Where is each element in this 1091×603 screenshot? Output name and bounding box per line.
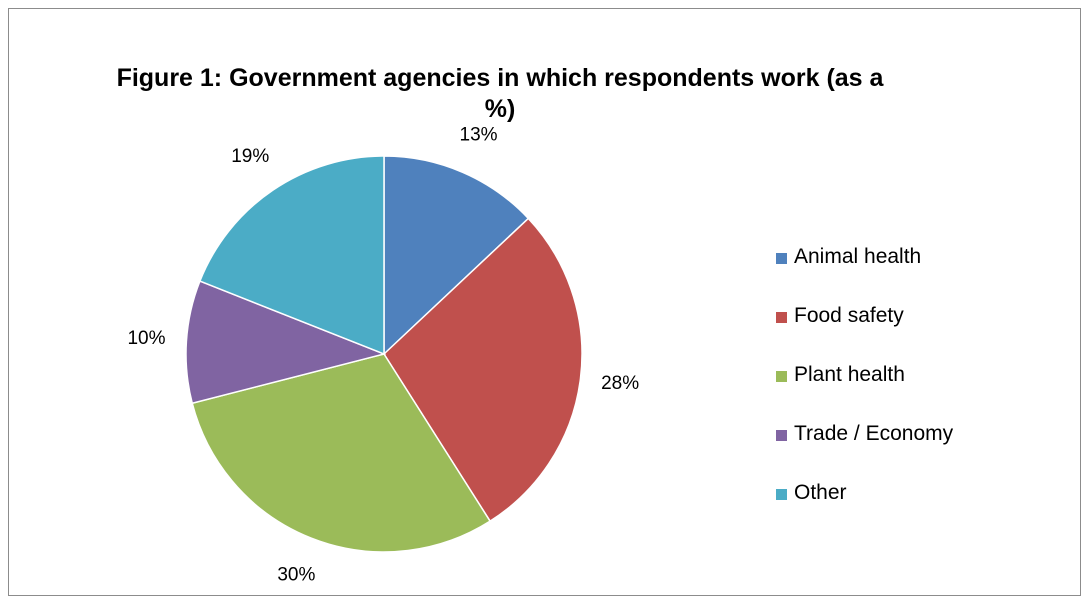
pie-slice-animal-health	[383, 155, 530, 356]
legend-label: Trade / Economy	[794, 422, 954, 445]
pie-slice-plant-health	[191, 353, 492, 553]
legend-swatch	[776, 489, 787, 500]
legend-item-animal-health: Animal health	[776, 245, 953, 304]
legend-label: Food safety	[794, 304, 904, 327]
data-label-other: 19%	[231, 146, 269, 167]
chart-legend: Animal health Food safety Plant health T…	[776, 245, 953, 540]
legend-swatch	[776, 371, 787, 382]
legend-item-trade-economy: Trade / Economy	[776, 422, 953, 481]
pie-slice-food-safety	[383, 217, 583, 523]
legend-item-other: Other	[776, 481, 953, 540]
data-label-trade-economy: 10%	[127, 328, 165, 349]
legend-item-plant-health: Plant health	[776, 363, 953, 422]
pie-slice-trade-economy	[185, 280, 387, 405]
pie-slice-other	[198, 155, 385, 356]
legend-label: Plant health	[794, 363, 905, 386]
legend-swatch	[776, 253, 787, 264]
data-label-plant-health: 30%	[277, 564, 315, 585]
legend-label: Animal health	[794, 245, 922, 268]
data-label-animal-health: 13%	[460, 125, 498, 146]
legend-swatch	[776, 312, 787, 323]
data-label-food-safety: 28%	[601, 373, 639, 394]
legend-item-food-safety: Food safety	[776, 304, 953, 363]
legend-label: Other	[794, 481, 847, 504]
legend-swatch	[776, 430, 787, 441]
chart-title: Figure 1: Government agencies in which r…	[116, 64, 884, 123]
